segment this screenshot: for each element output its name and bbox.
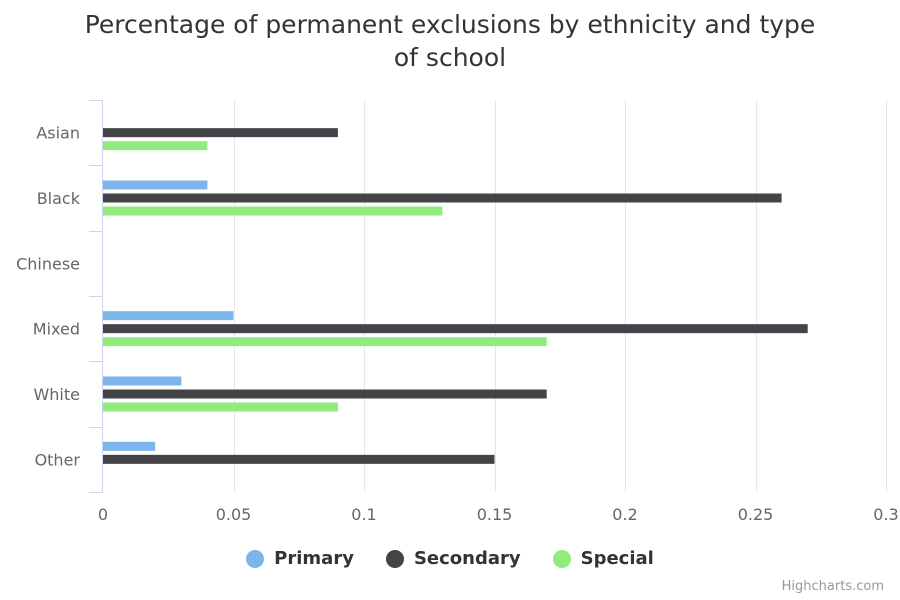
bar-primary-mixed[interactable]	[103, 311, 234, 321]
legend-label-special: Special	[580, 548, 654, 569]
bars	[103, 128, 808, 464]
bar-special-asian[interactable]	[103, 141, 208, 151]
x-tick-labels: 0 0.05 0.1 0.15 0.2 0.25 0.3	[98, 505, 899, 524]
y-tick-label: Chinese	[16, 254, 80, 273]
x-tick-label: 0.2	[612, 505, 637, 524]
bar-secondary-asian[interactable]	[103, 128, 338, 138]
legend-item-secondary[interactable]: Secondary	[385, 548, 521, 569]
chart-title: Percentage of permanent exclusions by et…	[0, 8, 900, 74]
bar-primary-white[interactable]	[103, 376, 182, 386]
y-tick-label: Black	[37, 189, 81, 208]
y-axis	[89, 100, 103, 493]
x-tick-label: 0.05	[216, 505, 252, 524]
bar-primary-other[interactable]	[103, 441, 156, 451]
x-tick-label: 0.1	[351, 505, 376, 524]
y-tick-label: Asian	[36, 124, 80, 143]
bar-primary-black[interactable]	[103, 180, 208, 190]
bar-secondary-white[interactable]	[103, 389, 547, 399]
chart-title-line-2: of school	[393, 43, 507, 72]
legend-label-secondary: Secondary	[413, 548, 521, 569]
bar-special-white[interactable]	[103, 402, 338, 412]
bar-special-mixed[interactable]	[103, 337, 547, 347]
legend-marker-special	[552, 549, 571, 568]
x-tick-label: 0	[98, 505, 108, 524]
bar-secondary-black[interactable]	[103, 193, 782, 203]
y-tick-label: Mixed	[33, 320, 80, 339]
legend-item-special[interactable]: Special	[552, 548, 654, 569]
legend-marker-primary	[246, 549, 265, 568]
x-tick-label: 0.25	[738, 505, 774, 524]
chart-title-line-1: Percentage of permanent exclusions by et…	[84, 10, 816, 39]
y-tick-labels: Asian Black Chinese Mixed White Other	[16, 124, 81, 470]
legend: Primary Secondary Special	[0, 548, 900, 569]
credits-link[interactable]: Highcharts.com	[781, 579, 884, 594]
legend-item-primary[interactable]: Primary	[246, 548, 354, 569]
x-tick-label: 0.3	[873, 505, 898, 524]
grid-lines	[234, 100, 887, 492]
bar-special-black[interactable]	[103, 206, 443, 216]
legend-label-primary: Primary	[274, 548, 354, 569]
x-tick-label: 0.15	[477, 505, 513, 524]
y-tick-label: Other	[35, 450, 81, 469]
y-tick-label: White	[33, 385, 80, 404]
legend-marker-secondary	[385, 549, 404, 568]
bar-secondary-other[interactable]	[103, 454, 495, 464]
bar-secondary-mixed[interactable]	[103, 324, 808, 334]
